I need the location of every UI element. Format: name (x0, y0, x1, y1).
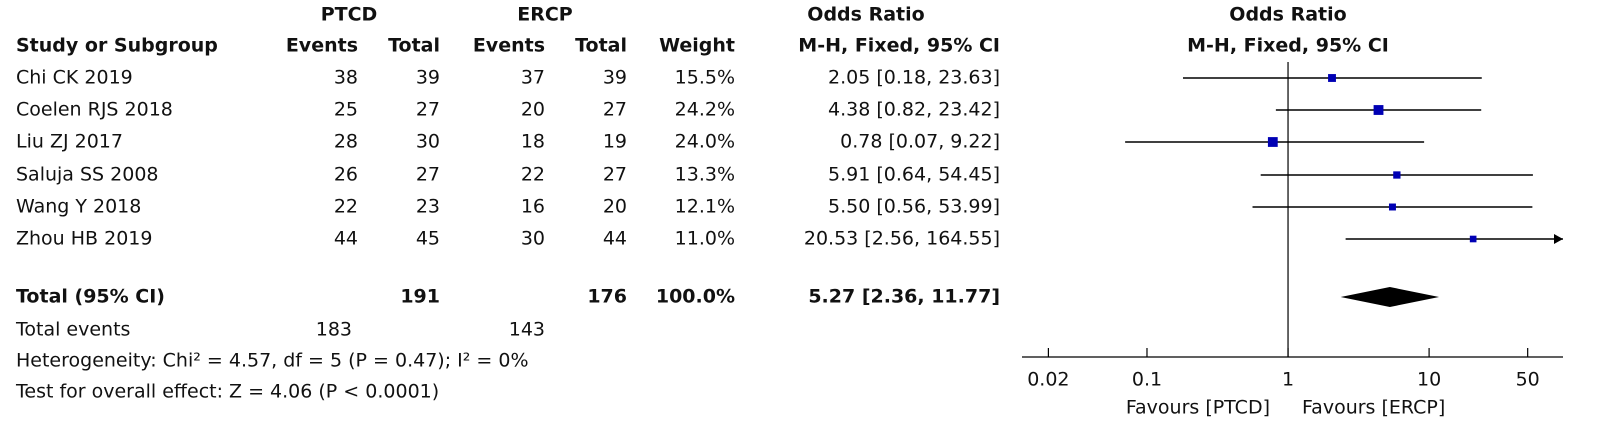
cell: 4.38 [0.82, 23.42] (828, 99, 1000, 121)
favours-label: Favours [PTCD] (1126, 397, 1270, 419)
total-events: 143 (509, 319, 545, 341)
cell: 2.05 [0.18, 23.63] (828, 67, 1000, 89)
group-header: Odds Ratio (807, 4, 924, 26)
cell: 45 (416, 228, 440, 250)
column-header: Total (388, 35, 440, 57)
heterogeneity: Heterogeneity: Chi² = 4.57, df = 5 (P = … (16, 350, 529, 372)
cell: 27 (603, 99, 627, 121)
cell: 39 (603, 67, 627, 89)
study-name: Chi CK 2019 (16, 67, 133, 89)
cell: 12.1% (675, 196, 735, 218)
cell: 24.2% (675, 99, 735, 121)
column-header: Total (575, 35, 627, 57)
column-header: Events (473, 35, 545, 57)
cell: 15.5% (675, 67, 735, 89)
total-cell: 100.0% (656, 286, 735, 308)
cell: 27 (416, 164, 440, 186)
study-name: Liu ZJ 2017 (16, 131, 123, 153)
cell: 22 (521, 164, 545, 186)
cell: 25 (334, 99, 358, 121)
x-tick-label: 10 (1417, 369, 1441, 391)
cell: 20 (521, 99, 545, 121)
cell: 28 (334, 131, 358, 153)
cell: 23 (416, 196, 440, 218)
x-tick-label: 0.02 (1027, 369, 1069, 391)
cell: 27 (603, 164, 627, 186)
effect-square (1393, 171, 1401, 179)
cell: 20.53 [2.56, 164.55] (804, 228, 1000, 250)
group-header: Odds Ratio (1229, 4, 1346, 26)
effect-square (1469, 235, 1477, 243)
effect-square (1328, 74, 1336, 82)
cell: 30 (521, 228, 545, 250)
total-label: Total (95% CI) (16, 286, 165, 308)
cell: 37 (521, 67, 545, 89)
study-name: Wang Y 2018 (16, 196, 141, 218)
total-cell: 191 (400, 286, 440, 308)
effect-square (1373, 105, 1384, 115)
cell: 20 (603, 196, 627, 218)
column-header: Weight (659, 35, 735, 57)
x-tick-label: 50 (1516, 369, 1540, 391)
arrow-head (1554, 234, 1563, 244)
x-tick-label: 0.1 (1132, 369, 1162, 391)
favours-label: Favours [ERCP] (1302, 397, 1445, 419)
study-name: Saluja SS 2008 (16, 164, 159, 186)
cell: 44 (334, 228, 358, 250)
cell: 5.91 [0.64, 54.45] (828, 164, 1000, 186)
cell: 44 (603, 228, 627, 250)
cell: 0.78 [0.07, 9.22] (840, 131, 1000, 153)
group-header: ERCP (517, 4, 573, 26)
total-events: 183 (316, 319, 352, 341)
study-name: Coelen RJS 2018 (16, 99, 173, 121)
cell: 11.0% (675, 228, 735, 250)
overall-effect: Test for overall effect: Z = 4.06 (P < 0… (15, 381, 439, 403)
study-name: Zhou HB 2019 (16, 228, 152, 250)
column-header: Study or Subgroup (16, 35, 218, 57)
cell: 39 (416, 67, 440, 89)
column-header: M-H, Fixed, 95% CI (1187, 35, 1389, 57)
cell: 27 (416, 99, 440, 121)
column-header: M-H, Fixed, 95% CI (798, 35, 1000, 57)
cell: 26 (334, 164, 358, 186)
total-events-label: Total events (15, 319, 130, 341)
effect-square (1388, 203, 1396, 211)
total-cell: 176 (587, 286, 627, 308)
effect-square (1267, 137, 1278, 147)
cell: 16 (521, 196, 545, 218)
cell: 38 (334, 67, 358, 89)
total-diamond (1340, 287, 1440, 307)
cell: 5.50 [0.56, 53.99] (828, 196, 1000, 218)
x-tick-label: 1 (1282, 369, 1294, 391)
cell: 19 (603, 131, 627, 153)
column-header: Events (286, 35, 358, 57)
cell: 24.0% (675, 131, 735, 153)
cell: 18 (521, 131, 545, 153)
cell: 30 (416, 131, 440, 153)
cell: 22 (334, 196, 358, 218)
cell: 13.3% (675, 164, 735, 186)
group-header: PTCD (321, 4, 378, 26)
total-cell: 5.27 [2.36, 11.77] (808, 286, 1000, 308)
